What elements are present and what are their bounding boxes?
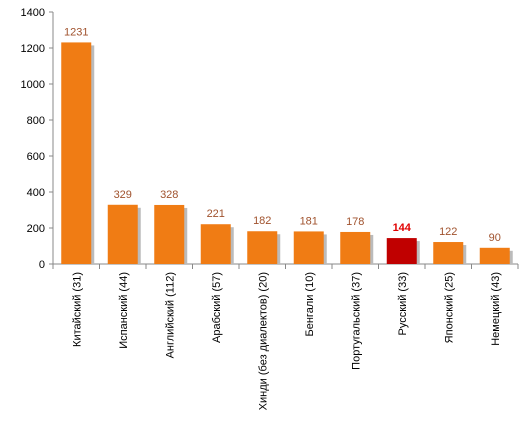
x-tick-label: Испанский (44)	[118, 272, 130, 349]
x-tick-label: Японский (25)	[443, 272, 455, 343]
bar	[154, 204, 185, 264]
value-label: 90	[489, 232, 501, 244]
y-tick-label: 0	[39, 259, 45, 271]
y-tick-label: 200	[27, 223, 45, 235]
bar	[107, 204, 138, 264]
value-label: 329	[114, 189, 132, 201]
value-label: 1231	[64, 26, 88, 38]
bar	[61, 42, 92, 264]
value-label: 178	[346, 216, 364, 228]
x-tick-label: Португальский (37)	[350, 272, 362, 370]
bar	[479, 247, 510, 264]
x-tick-label: Английский (112)	[164, 272, 176, 358]
y-tick-label: 800	[27, 115, 45, 127]
value-label: 328	[160, 189, 178, 201]
x-tick-label: Хинди (без диалектов) (20)	[257, 272, 269, 410]
y-tick-label: 1400	[21, 7, 45, 19]
bar	[386, 238, 417, 264]
y-tick-label: 1200	[21, 43, 45, 55]
bar	[200, 224, 231, 264]
x-tick-label: Русский (33)	[397, 272, 409, 335]
x-tick-label: Китайский (31)	[71, 272, 83, 347]
value-label: 181	[300, 215, 318, 227]
value-label: 144	[393, 222, 412, 234]
value-label: 182	[253, 215, 271, 227]
bar	[293, 231, 324, 264]
bar	[340, 231, 371, 264]
value-label: 122	[439, 226, 457, 238]
value-label: 221	[207, 208, 225, 220]
y-tick-label: 600	[27, 151, 45, 163]
y-tick-label: 1000	[21, 79, 45, 91]
bar	[247, 231, 278, 264]
y-tick-label: 400	[27, 187, 45, 199]
x-tick-label: Бенгали (10)	[304, 272, 316, 336]
x-tick-label: Арабский (57)	[211, 272, 223, 343]
bar	[433, 242, 464, 264]
x-tick-label: Немецкий (43)	[490, 272, 502, 346]
